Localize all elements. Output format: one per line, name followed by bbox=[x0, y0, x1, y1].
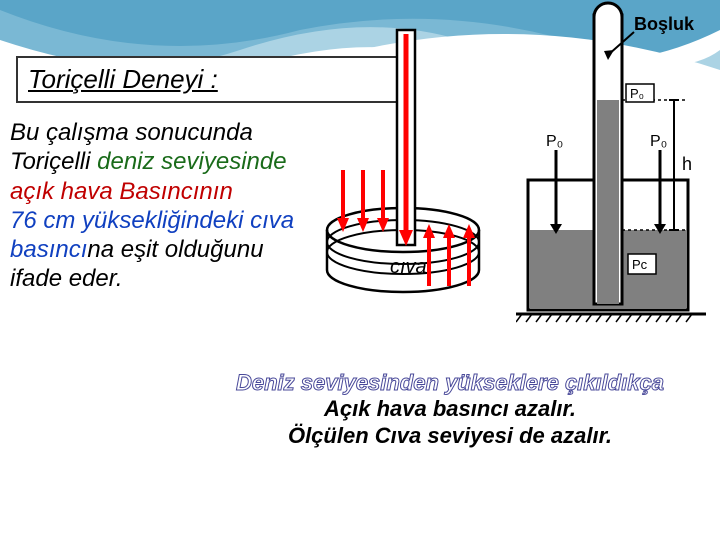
right-diagram: Boşluk P₀ P₀ P₀ h Pc bbox=[516, 0, 716, 360]
body-segment: açık hava Basıncının bbox=[10, 178, 233, 205]
bottom-line: Deniz seviyesinden yükseklere çıkıldıkça bbox=[190, 370, 710, 396]
svg-text:P₀: P₀ bbox=[546, 133, 563, 150]
bottom-line: Ölçülen Cıva seviyesi de azalır. bbox=[190, 423, 710, 449]
body-segment: deniz seviyesinde bbox=[97, 148, 286, 175]
middle-diagram-svg bbox=[303, 20, 483, 340]
bottom-summary: Deniz seviyesinden yükseklere çıkıldıkça… bbox=[190, 370, 710, 449]
svg-text:Boşluk: Boşluk bbox=[634, 14, 695, 34]
middle-diagram bbox=[303, 20, 483, 340]
right-diagram-svg: Boşluk P₀ P₀ P₀ h Pc bbox=[516, 0, 716, 360]
svg-text:h: h bbox=[682, 154, 692, 174]
civa-label: cıva bbox=[390, 256, 427, 279]
svg-text:P₀: P₀ bbox=[650, 133, 667, 150]
bottom-line: Açık hava basıncı azalır. bbox=[190, 396, 710, 422]
svg-text:Pc: Pc bbox=[632, 257, 648, 272]
svg-text:P₀: P₀ bbox=[630, 86, 644, 101]
body-paragraph: Bu çalışma sonucunda Toriçelli deniz sev… bbox=[10, 118, 300, 294]
